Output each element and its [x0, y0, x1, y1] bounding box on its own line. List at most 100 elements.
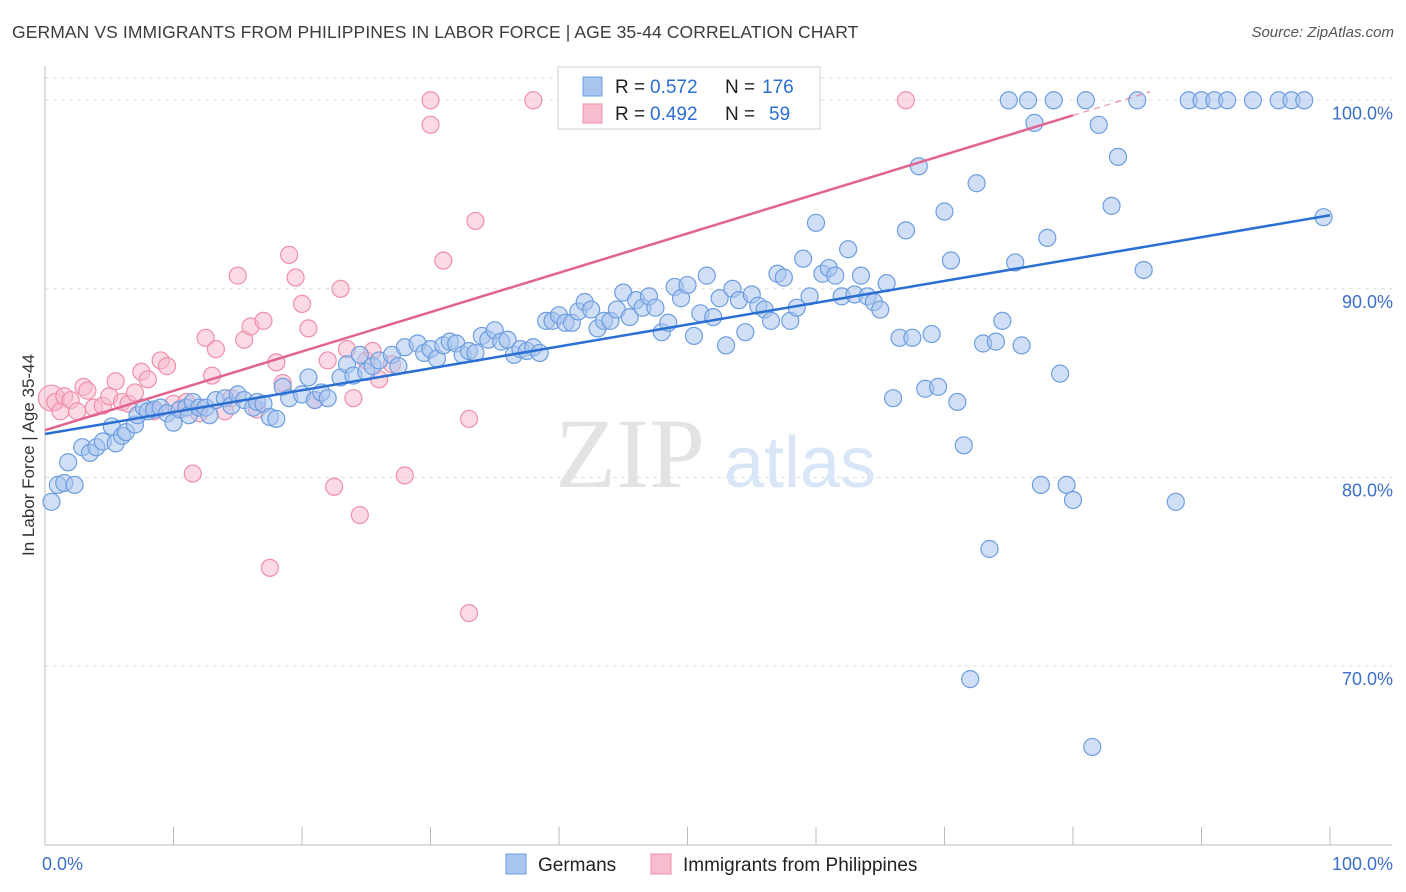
point-germans	[1134, 260, 1153, 280]
point-germans	[839, 240, 858, 259]
point-germans	[1063, 490, 1083, 510]
point-philippines	[157, 357, 177, 376]
point-philippines	[183, 464, 202, 483]
point-germans	[774, 268, 793, 287]
trend-lines	[44, 91, 1331, 436]
point-germans	[697, 266, 716, 285]
stats-n-label-germans: N =	[725, 77, 755, 98]
point-germans	[806, 213, 826, 232]
y-tick-label-1: 80.0%	[1342, 480, 1393, 500]
point-germans	[1044, 91, 1063, 110]
point-germans	[350, 345, 369, 364]
stats-n-value-philippines: 59	[769, 104, 790, 125]
point-germans	[620, 307, 639, 327]
point-germans	[65, 475, 84, 494]
point-philippines	[292, 294, 312, 313]
point-germans	[1108, 147, 1128, 166]
point-philippines	[466, 211, 485, 231]
point-germans	[678, 275, 697, 295]
point-germans	[498, 330, 517, 349]
point-germans	[871, 300, 890, 319]
point-germans	[1006, 253, 1025, 272]
y-tick-label-0: 70.0%	[1342, 669, 1393, 689]
point-germans	[582, 300, 601, 319]
stats-legend: R = 0.572 N = 176 R = 0.492 N = 59	[557, 66, 821, 130]
point-germans	[267, 409, 286, 429]
stats-n-value-germans: 176	[762, 77, 794, 98]
point-germans	[1218, 91, 1237, 110]
point-germans	[948, 392, 967, 412]
point-philippines	[421, 91, 440, 110]
point-philippines	[196, 328, 215, 347]
point-germans	[922, 324, 941, 344]
point-germans	[935, 202, 954, 221]
point-germans	[1076, 91, 1095, 110]
stats-n-label-philippines: N =	[725, 104, 755, 125]
point-germans	[1031, 475, 1050, 494]
point-germans	[999, 91, 1018, 110]
point-philippines	[228, 266, 247, 285]
point-germans	[716, 336, 736, 355]
y-tick-label-3: 100.0%	[1332, 103, 1393, 123]
point-germans	[928, 377, 948, 396]
gridlines	[45, 77, 1392, 667]
point-germans	[1128, 91, 1147, 110]
point-philippines	[459, 603, 479, 623]
y-tick-label-2: 90.0%	[1342, 292, 1393, 312]
bottom-legend: Germans Immigrants from Philippines	[505, 853, 917, 876]
point-germans	[851, 266, 871, 285]
point-germans	[1018, 91, 1038, 110]
trend-line-philippines-extension	[1072, 91, 1151, 117]
point-philippines	[280, 245, 299, 264]
point-germans	[980, 539, 999, 559]
point-philippines	[254, 311, 273, 330]
point-germans	[1012, 336, 1031, 355]
point-germans	[200, 406, 219, 425]
point-philippines	[395, 466, 414, 485]
legend-label-germans: Germans	[538, 855, 616, 876]
trend-line-germans	[44, 214, 1331, 436]
point-philippines	[318, 351, 337, 370]
watermark: ZIP atlas	[555, 398, 876, 509]
source-label: Source: ZipAtlas.com	[1251, 24, 1394, 41]
stats-r-label-philippines: R =	[615, 104, 645, 125]
point-germans	[883, 389, 903, 408]
series-germans-points	[42, 91, 1333, 757]
tick-labels: 70.0% 80.0% 90.0% 100.0% 0.0% 100.0%	[42, 103, 1393, 874]
point-germans	[42, 492, 61, 511]
point-germans	[1083, 737, 1102, 757]
point-germans	[318, 389, 337, 408]
legend-swatch-germans	[505, 853, 527, 875]
point-philippines	[421, 115, 440, 134]
point-germans	[704, 307, 723, 327]
point-philippines	[106, 372, 125, 391]
point-germans	[826, 266, 845, 285]
point-philippines	[344, 389, 363, 408]
y-axis-title: In Labor Force | Age 35-44	[19, 354, 38, 556]
point-germans	[967, 174, 986, 193]
axes	[44, 66, 1392, 846]
point-philippines	[78, 381, 97, 400]
stats-r-label-germans: R =	[615, 77, 645, 98]
point-germans	[961, 669, 980, 689]
point-philippines	[206, 340, 226, 359]
stats-r-value-germans: 0.572	[650, 77, 698, 98]
x-tick-label-1: 100.0%	[1332, 854, 1393, 874]
point-germans	[1089, 115, 1108, 134]
point-philippines	[524, 91, 543, 110]
point-germans	[896, 221, 916, 240]
point-philippines	[350, 505, 369, 525]
point-germans	[993, 311, 1012, 330]
point-germans	[954, 436, 973, 455]
point-germans	[646, 298, 665, 317]
point-philippines	[325, 477, 344, 496]
point-germans	[710, 289, 729, 308]
point-germans	[736, 323, 755, 342]
point-philippines	[459, 409, 479, 429]
point-philippines	[896, 91, 916, 110]
point-germans	[1102, 196, 1121, 215]
point-germans	[903, 328, 922, 347]
point-philippines	[138, 370, 157, 389]
chart-title: GERMAN VS IMMIGRANTS FROM PHILIPPINES IN…	[12, 22, 859, 42]
